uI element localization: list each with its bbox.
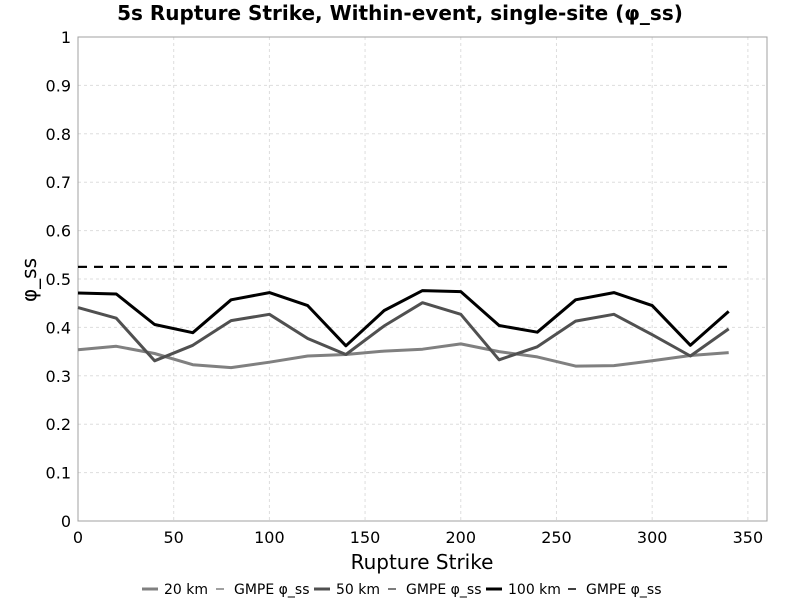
legend-label: GMPE φ_ss — [586, 582, 662, 598]
y-tick-label: 0 — [61, 512, 71, 531]
legend-label: 50 km — [336, 582, 380, 598]
y-tick-label: 1 — [61, 28, 71, 47]
y-tick-label: 0.2 — [46, 415, 71, 434]
legend-label: 100 km — [508, 582, 561, 598]
series-line-4 — [77, 289, 730, 348]
legend-label: GMPE φ_ss — [234, 582, 310, 598]
series-line-2 — [77, 301, 730, 363]
legend-item: GMPE φ_ss — [388, 582, 482, 598]
legend-item: 50 km — [314, 582, 380, 598]
chart-title: 5s Rupture Strike, Within-event, single-… — [117, 1, 683, 25]
legend-label: 20 km — [164, 582, 208, 598]
y-tick-label: 0.7 — [46, 173, 71, 192]
legend-item: GMPE φ_ss — [216, 582, 310, 598]
x-axis-ticks: 0 50 100 150 200 250 300 350 — [73, 528, 763, 547]
series-line-0 — [77, 342, 729, 370]
legend-item: 100 km — [486, 582, 561, 598]
series-group — [77, 265, 730, 370]
x-tick-label: 100 — [254, 528, 285, 547]
x-tick-label: 200 — [446, 528, 477, 547]
x-tick-label: 250 — [541, 528, 572, 547]
x-tick-label: 350 — [733, 528, 764, 547]
legend: 20 km GMPE φ_ss 50 km GMPE φ_ss 100 km GMPE φ… — [142, 582, 662, 598]
x-tick-label: 150 — [350, 528, 381, 547]
y-tick-label: 0.8 — [46, 125, 71, 144]
y-tick-label: 0.6 — [46, 222, 71, 241]
y-tick-label: 0.1 — [46, 464, 71, 483]
legend-label: GMPE φ_ss — [406, 582, 482, 598]
y-tick-label: 0.5 — [46, 270, 71, 289]
x-tick-label: 300 — [637, 528, 668, 547]
x-tick-label: 50 — [164, 528, 184, 547]
y-axis-ticks: 0 0.1 0.2 0.3 0.4 0.5 0.6 0.7 0.8 0.9 1 — [46, 28, 71, 531]
x-tick-label: 0 — [73, 528, 83, 547]
plot-area-frame — [77, 36, 768, 522]
y-tick-label: 0.3 — [46, 367, 71, 386]
y-tick-label: 0.4 — [46, 318, 71, 337]
legend-item: 20 km — [142, 582, 208, 598]
y-tick-label: 0.9 — [46, 76, 71, 95]
legend-item: GMPE φ_ss — [568, 582, 662, 598]
y-axis-label: φ_ss — [17, 258, 41, 302]
x-axis-label: Rupture Strike — [351, 550, 494, 574]
grid — [77, 36, 767, 522]
